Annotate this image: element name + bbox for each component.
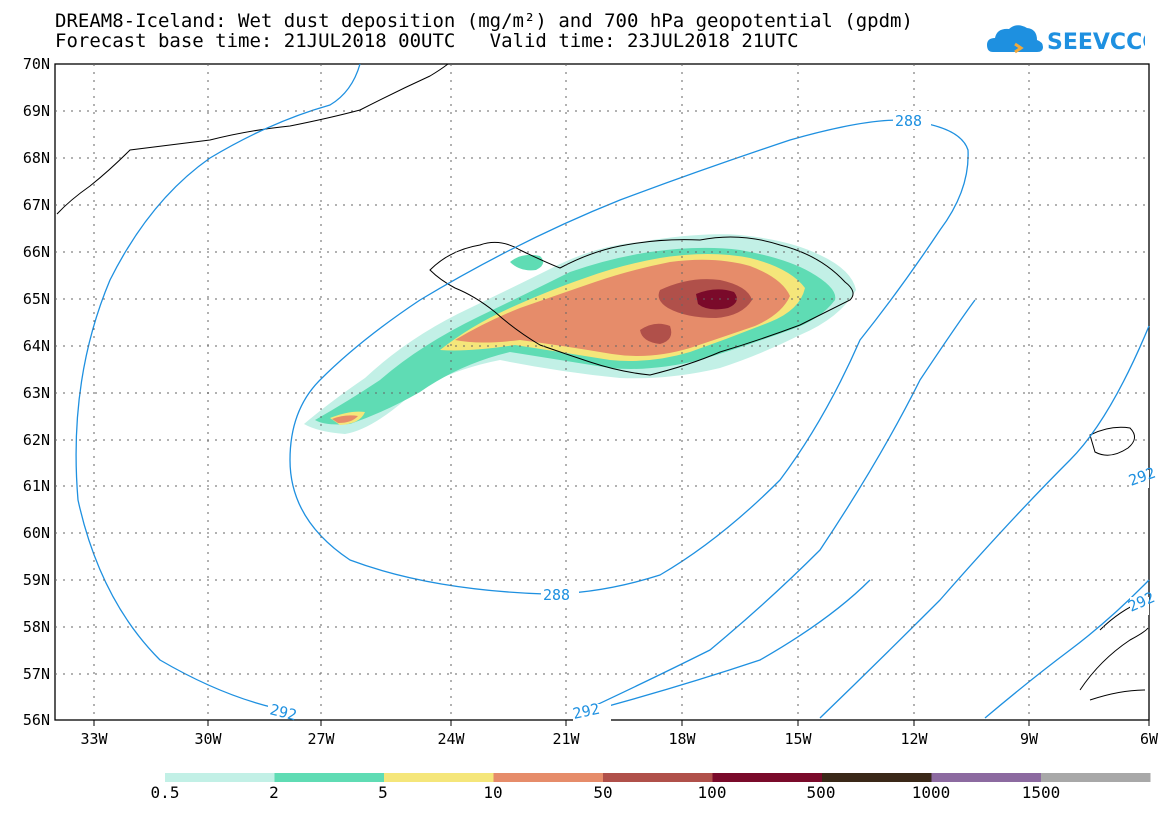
lon-label: 24W xyxy=(437,730,465,748)
faroe-coast xyxy=(1089,426,1135,456)
lat-label: 58N xyxy=(23,618,50,636)
graticule xyxy=(55,64,1149,720)
legend-swatch xyxy=(603,773,713,782)
legend-swatch xyxy=(493,773,603,782)
lat-label: 68N xyxy=(23,149,50,167)
map-subtitle: Forecast base time: 21JUL2018 00UTC Vali… xyxy=(55,30,799,52)
legend-swatch xyxy=(165,773,275,782)
lat-label: 57N xyxy=(23,665,50,683)
legend-label: 100 xyxy=(697,783,727,802)
lat-label: 56N xyxy=(23,711,50,729)
contour-292-line-4 xyxy=(984,579,1150,719)
longitude-labels: 33W 30W 27W 24W 21W 18W 15W 12W 9W 6W xyxy=(80,730,1159,748)
dust-deposition-shading xyxy=(304,234,856,434)
legend-swatch xyxy=(931,773,1041,782)
lat-label: 69N xyxy=(23,102,50,120)
lat-label: 67N xyxy=(23,196,50,214)
lat-label: 63N xyxy=(23,384,50,402)
legend-swatch xyxy=(712,773,822,782)
legend-label: 50 xyxy=(593,783,613,802)
lat-label: 64N xyxy=(23,337,50,355)
lon-label: 30W xyxy=(194,730,222,748)
lon-label: 15W xyxy=(784,730,812,748)
legend-label: 2 xyxy=(269,783,279,802)
lon-label: 12W xyxy=(900,730,928,748)
lat-label: 70N xyxy=(23,55,50,73)
seevccc-logo: SEEVCCC xyxy=(987,25,1145,55)
contour-292-line xyxy=(75,63,361,709)
contour-292-line-3 xyxy=(819,325,1150,719)
legend-swatch xyxy=(274,773,384,782)
coastlines xyxy=(56,63,1149,701)
iceland-coast xyxy=(429,236,854,376)
contour-288-line xyxy=(289,119,969,595)
legend-label: 500 xyxy=(806,783,836,802)
lat-label: 66N xyxy=(23,243,50,261)
lat-label: 65N xyxy=(23,290,50,308)
cloud-logo-icon xyxy=(987,25,1043,54)
map-frame xyxy=(54,63,1150,721)
lat-label: 59N xyxy=(23,571,50,589)
lat-label: 60N xyxy=(23,524,50,542)
geopotential-contours xyxy=(75,63,1150,719)
map-title: DREAM8-Iceland: Wet dust deposition (mg/… xyxy=(55,10,913,32)
greenland-coast xyxy=(56,63,449,215)
contour-label-288-north: 288 xyxy=(895,112,922,130)
lon-label: 6W xyxy=(1140,730,1159,748)
legend-label: 1000 xyxy=(911,783,951,802)
contour-292-line-2 xyxy=(574,299,976,716)
legend-swatch xyxy=(822,773,932,782)
legend-label: 1500 xyxy=(1021,783,1061,802)
lat-label: 62N xyxy=(23,431,50,449)
legend-label: 5 xyxy=(378,783,388,802)
contour-label-288-south: 288 xyxy=(543,586,570,604)
lon-label: 9W xyxy=(1020,730,1039,748)
legend-label: 0.5 xyxy=(150,783,180,802)
lon-label: 33W xyxy=(80,730,108,748)
legend-colorbar xyxy=(165,773,1151,782)
lon-label: 21W xyxy=(552,730,580,748)
lon-label: 18W xyxy=(668,730,696,748)
deposition-band-2-west xyxy=(510,254,544,271)
legend-swatch xyxy=(384,773,494,782)
axis-ticks xyxy=(93,720,1150,726)
deposition-band-100 xyxy=(696,289,737,310)
logo-text: SEEVCCC xyxy=(1047,30,1145,55)
legend-swatch xyxy=(1041,773,1151,782)
lat-label: 61N xyxy=(23,477,50,495)
legend-label: 10 xyxy=(483,783,503,802)
latitude-labels: 70N 69N 68N 67N 66N 65N 64N 63N 62N 61N … xyxy=(23,55,50,729)
contour-label-292-center: 292 xyxy=(571,700,601,723)
lon-label: 27W xyxy=(307,730,335,748)
